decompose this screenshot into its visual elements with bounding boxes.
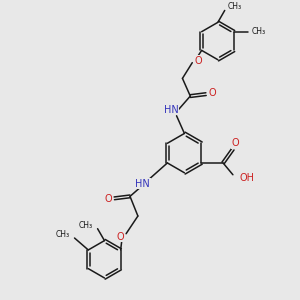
- Text: CH₃: CH₃: [228, 2, 242, 11]
- Text: O: O: [194, 56, 202, 66]
- Text: HN: HN: [164, 105, 179, 115]
- Text: CH₃: CH₃: [56, 230, 70, 238]
- Text: O: O: [116, 232, 124, 242]
- Text: O: O: [231, 138, 239, 148]
- Text: CH₃: CH₃: [252, 27, 266, 36]
- Text: CH₃: CH₃: [79, 221, 93, 230]
- Text: O: O: [105, 194, 112, 204]
- Text: OH: OH: [240, 173, 255, 183]
- Text: HN: HN: [135, 178, 150, 189]
- Text: O: O: [208, 88, 216, 98]
